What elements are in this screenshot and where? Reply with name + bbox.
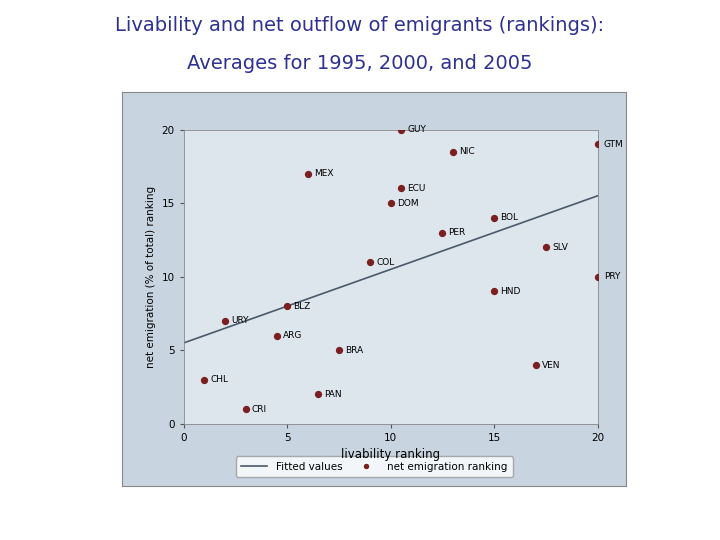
Text: BOL: BOL — [500, 213, 518, 222]
Text: CRI: CRI — [252, 404, 267, 414]
Text: PER: PER — [449, 228, 466, 237]
Point — [592, 272, 603, 281]
Point — [312, 390, 324, 399]
Point — [302, 170, 314, 178]
Point — [488, 214, 500, 222]
Point — [540, 243, 552, 252]
Text: PAN: PAN — [324, 390, 342, 399]
Text: Livability and net outflow of emigrants (rankings):: Livability and net outflow of emigrants … — [115, 16, 605, 35]
Text: MEX: MEX — [314, 169, 333, 178]
Point — [364, 258, 376, 266]
Point — [488, 287, 500, 296]
Point — [271, 331, 282, 340]
Text: HND: HND — [500, 287, 521, 296]
X-axis label: livability ranking: livability ranking — [341, 449, 440, 462]
Text: NIC: NIC — [459, 147, 474, 156]
Text: COL: COL — [376, 258, 395, 267]
Y-axis label: net emigration (% of total) ranking: net emigration (% of total) ranking — [145, 186, 156, 368]
Text: Averages for 1995, 2000, and 2005: Averages for 1995, 2000, and 2005 — [187, 54, 533, 73]
Text: CHL: CHL — [210, 375, 228, 384]
Point — [199, 375, 210, 384]
Point — [219, 316, 230, 325]
Point — [395, 184, 407, 193]
Point — [592, 140, 603, 149]
Text: GUY: GUY — [408, 125, 426, 134]
Text: BLZ: BLZ — [293, 302, 310, 310]
Point — [333, 346, 345, 355]
Text: GTM: GTM — [604, 140, 624, 149]
Point — [447, 147, 459, 156]
Point — [530, 361, 541, 369]
Text: ARG: ARG — [283, 331, 302, 340]
Text: URY: URY — [231, 316, 248, 326]
Text: VEN: VEN — [541, 361, 560, 369]
Legend: Fitted values, net emigration ranking: Fitted values, net emigration ranking — [236, 456, 513, 477]
Point — [395, 125, 407, 134]
Point — [436, 228, 448, 237]
Point — [240, 405, 251, 414]
Point — [282, 302, 293, 310]
Text: BRA: BRA — [345, 346, 363, 355]
Text: PRY: PRY — [604, 272, 620, 281]
Text: SLV: SLV — [552, 243, 568, 252]
Point — [385, 199, 397, 207]
Text: ECU: ECU — [408, 184, 426, 193]
Text: DOM: DOM — [397, 199, 418, 208]
